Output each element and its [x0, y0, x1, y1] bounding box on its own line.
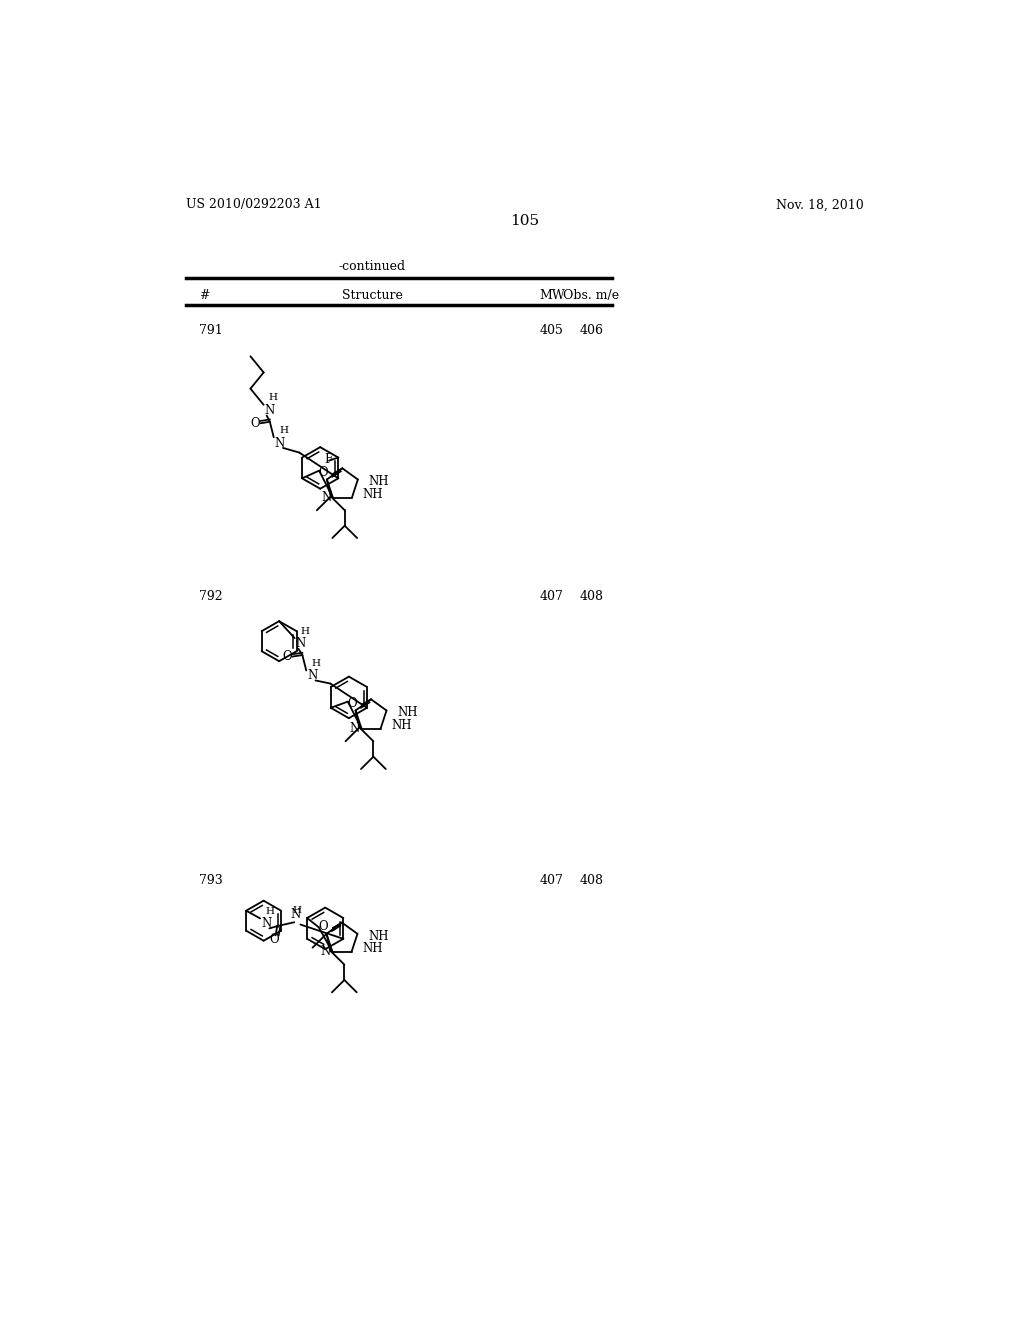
Text: 792: 792 [200, 590, 223, 603]
Text: 406: 406 [580, 323, 603, 337]
Text: O: O [250, 417, 260, 430]
Text: O: O [282, 649, 292, 663]
Text: Nov. 18, 2010: Nov. 18, 2010 [776, 198, 864, 211]
Text: H: H [265, 907, 274, 916]
Text: F: F [325, 453, 333, 466]
Text: H: H [268, 393, 278, 403]
Text: H: H [300, 627, 309, 636]
Text: 408: 408 [580, 875, 603, 887]
Text: NH: NH [369, 475, 389, 488]
Text: O: O [347, 697, 357, 710]
Text: N: N [349, 722, 360, 735]
Text: H: H [292, 906, 301, 915]
Text: NH: NH [391, 719, 412, 733]
Text: H: H [312, 659, 321, 668]
Text: 407: 407 [540, 875, 564, 887]
Text: 105: 105 [510, 214, 540, 228]
Text: US 2010/0292203 A1: US 2010/0292203 A1 [186, 198, 322, 211]
Text: 408: 408 [580, 590, 603, 603]
Text: 793: 793 [200, 875, 223, 887]
Text: NH: NH [397, 706, 418, 719]
Text: N: N [261, 917, 271, 931]
Text: Structure: Structure [342, 289, 402, 302]
Text: 405: 405 [540, 323, 564, 337]
Text: Obs. m/e: Obs. m/e [563, 289, 620, 302]
Text: NH: NH [362, 942, 383, 956]
Text: O: O [269, 933, 279, 946]
Text: MW: MW [539, 289, 565, 302]
Text: 407: 407 [540, 590, 564, 603]
Text: N: N [321, 491, 331, 504]
Text: N: N [307, 669, 317, 682]
Text: N: N [321, 945, 331, 958]
Text: O: O [318, 920, 328, 933]
Text: N: N [296, 638, 306, 649]
Text: NH: NH [362, 488, 383, 502]
Text: -continued: -continued [339, 260, 406, 273]
Text: #: # [200, 289, 210, 302]
Text: N: N [274, 437, 285, 450]
Text: N: N [264, 404, 274, 417]
Text: NH: NH [369, 929, 389, 942]
Text: O: O [318, 466, 329, 479]
Text: H: H [280, 426, 289, 434]
Text: N: N [291, 908, 301, 921]
Text: 791: 791 [200, 323, 223, 337]
